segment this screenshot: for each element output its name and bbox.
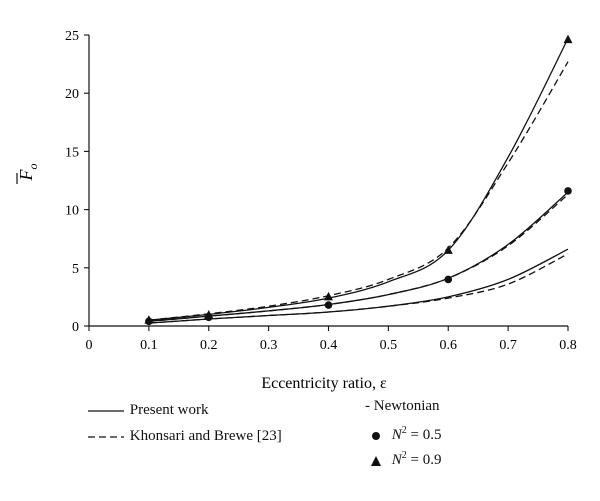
legend-triangle-marker-icon: [371, 455, 381, 466]
series-line-n209-dashed: [148, 61, 569, 321]
series-line-n205-solid: [148, 191, 569, 322]
legend-khonsari-label: Khonsari and Brewe [23]: [129, 428, 282, 444]
x-tick-label: 0.2: [200, 338, 218, 353]
legend-n05-superscript: 2: [401, 425, 407, 436]
x-axis: 0 0.1 0.2 0.3 0.4 0.5 0.6 0.7 0.8: [86, 325, 577, 353]
y-axis: 0 5 10 15 20 25: [65, 29, 90, 335]
legend-present-work-label: Present work: [129, 402, 209, 418]
x-tick-label: 0: [86, 338, 93, 353]
x-tick-label: 0.8: [559, 338, 577, 353]
y-tick-label: 5: [72, 262, 79, 277]
x-tick-label: 0.3: [260, 338, 278, 353]
y-tick-label: 10: [65, 204, 79, 219]
legend-n09-symbol: N: [391, 452, 402, 468]
x-tick-label: 0.6: [440, 338, 458, 353]
legend-n05-label: N2 = 0.5: [391, 425, 442, 443]
data-point-triangle: [443, 245, 453, 254]
x-tick-label: 0.4: [320, 338, 338, 353]
data-point-circle: [444, 275, 453, 284]
legend-n05: N2 = 0.5: [370, 425, 441, 444]
legend-n09-value: = 0.9: [406, 452, 442, 468]
series-line-newtonian-dashed: [148, 253, 569, 324]
legend-n09-label: N2 = 0.9: [391, 450, 442, 468]
legend-n05-value: = 0.5: [406, 427, 442, 443]
y-tick-label: 25: [65, 29, 79, 44]
legend-present-work: Present work: [86, 402, 209, 419]
y-tick-label: 15: [65, 145, 79, 160]
svg-text:Fo: Fo: [16, 164, 40, 182]
data-point-triangle: [324, 291, 333, 301]
x-tick-label: 0.5: [380, 338, 398, 353]
data-point-circle: [564, 187, 572, 195]
plot-area: [144, 34, 573, 326]
y-axis-label-symbol: F: [16, 169, 36, 182]
y-axis-label: Fo: [16, 164, 40, 184]
data-point-triangle: [204, 309, 214, 319]
legend-dashed-line-icon: [88, 435, 124, 438]
series-line-n205-dashed: [148, 194, 569, 322]
legend-circle-marker-icon: [372, 431, 380, 440]
legend-newtonian-label: - Newtonian: [365, 398, 440, 414]
data-point-circle: [324, 301, 333, 309]
chart: 0 0.1 0.2 0.3 0.4 0.5 0.6 0.7 0.8 0 5 10 15 20 25 Ecc…: [16, 29, 577, 392]
series-line-n209-solid: [148, 38, 569, 321]
x-tick-label: 0.1: [140, 338, 158, 353]
y-tick-label: 20: [65, 87, 79, 102]
series-line-newtonian-solid: [148, 248, 569, 324]
legend-newtonian: - Newtonian: [365, 398, 440, 415]
legend-n09: N2 = 0.9: [370, 450, 441, 469]
x-tick-label: 0.7: [499, 338, 517, 353]
legend-khonsari: Khonsari and Brewe [23]: [86, 428, 282, 445]
x-axis-label: Eccentricity ratio, ε: [261, 375, 387, 392]
legend-n05-symbol: N: [391, 427, 402, 443]
y-tick-label: 0: [72, 320, 79, 335]
data-point-triangle: [144, 315, 154, 324]
legend-solid-line-icon: [88, 409, 124, 412]
data-point-triangle: [563, 34, 573, 44]
legend-n09-superscript: 2: [401, 450, 407, 461]
y-axis-label-subscript: o: [26, 164, 40, 170]
